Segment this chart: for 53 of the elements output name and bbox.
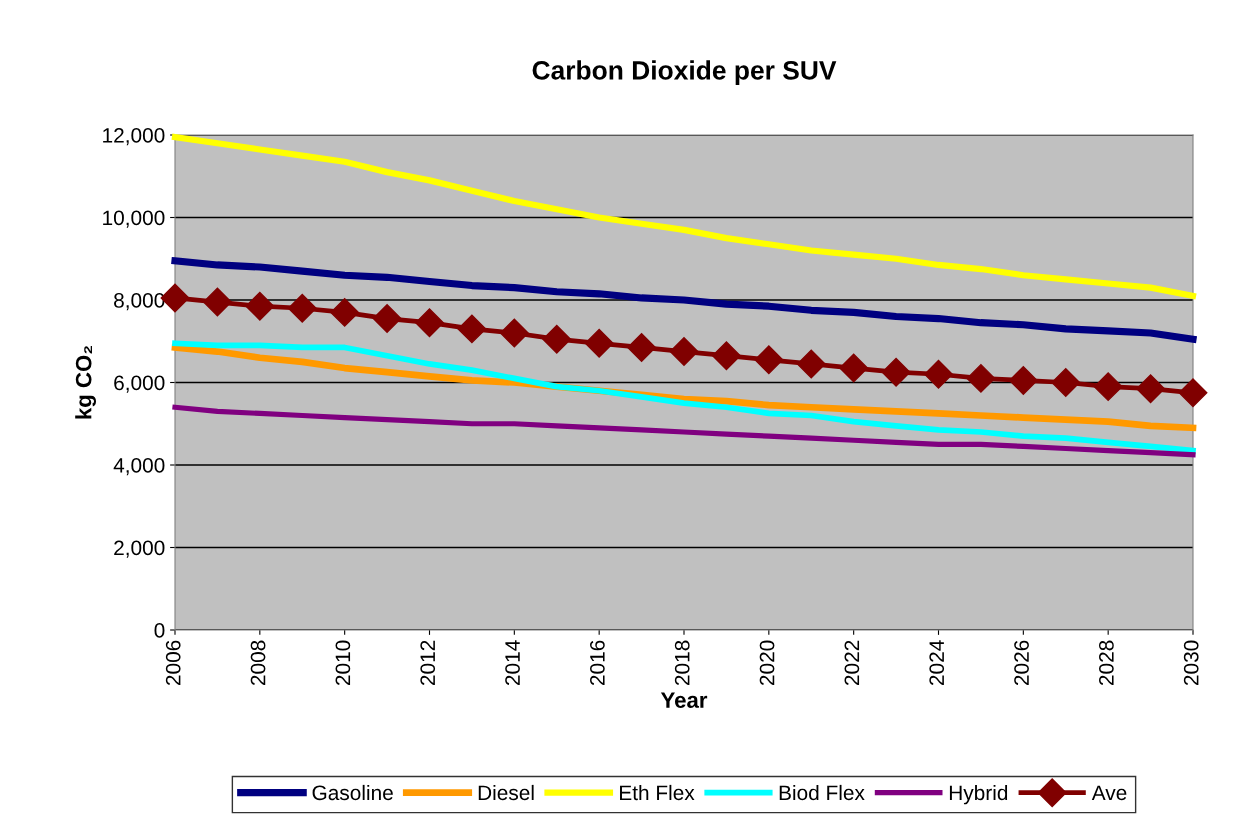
y-tick-label: 12,000 <box>103 128 165 146</box>
x-tick-label: 2016 <box>590 640 605 686</box>
x-axis-title: Year <box>660 692 708 708</box>
legend-label: Ave <box>1091 785 1127 801</box>
legend-label: Hybrid <box>949 784 1008 805</box>
point <box>245 291 275 321</box>
x-tick-label: 2020 <box>759 640 775 686</box>
point <box>415 308 444 338</box>
y-tick-label: 4,000 <box>113 458 165 476</box>
point <box>711 341 741 371</box>
y-tick-label: 2,000 <box>114 540 165 558</box>
legend-label: Eth Flex <box>620 784 695 801</box>
point <box>1051 368 1081 397</box>
x-tick-label: 2028 <box>1099 640 1114 686</box>
point <box>287 293 317 323</box>
x-tick-label: 2010 <box>335 640 351 686</box>
x-tick-label: 2006 <box>165 640 181 686</box>
point <box>966 363 996 393</box>
legend-label: Diesel <box>478 784 534 801</box>
legend-label: Gasoline <box>312 784 393 801</box>
x-tick-label: 2030 <box>1183 640 1199 686</box>
point <box>1008 365 1038 395</box>
point <box>627 332 657 362</box>
point <box>839 353 869 383</box>
point <box>924 359 953 389</box>
x-tick-label: 2008 <box>250 640 266 686</box>
point <box>754 345 784 375</box>
x-tick-label: 2018 <box>674 640 690 686</box>
point <box>202 287 232 317</box>
point <box>1136 374 1166 404</box>
y-tick-label: 10,000 <box>103 210 165 228</box>
y-tick-label: 0 <box>154 623 165 638</box>
chart-title: Carbon Dioxide per SUV <box>532 60 837 85</box>
point <box>584 328 614 358</box>
x-tick-label: 2022 <box>844 640 860 686</box>
point <box>1093 372 1123 402</box>
y-tick-label: 8,000 <box>114 293 165 311</box>
y-tick-label: 6,000 <box>114 375 165 393</box>
x-tick-label: 2024 <box>929 640 945 686</box>
x-tick-label: 2012 <box>420 640 436 686</box>
point <box>669 337 699 367</box>
point <box>457 314 487 344</box>
point <box>499 318 529 348</box>
point <box>1178 378 1208 408</box>
y-axis-title: kg CO₂ <box>75 346 97 419</box>
x-tick-label: 2014 <box>505 640 520 686</box>
point <box>881 357 911 387</box>
point <box>372 304 402 334</box>
x-tick-label: 2026 <box>1014 640 1029 686</box>
legend-label: Biod Flex <box>779 784 865 801</box>
point <box>542 324 572 354</box>
point <box>796 349 826 379</box>
point <box>330 297 360 327</box>
